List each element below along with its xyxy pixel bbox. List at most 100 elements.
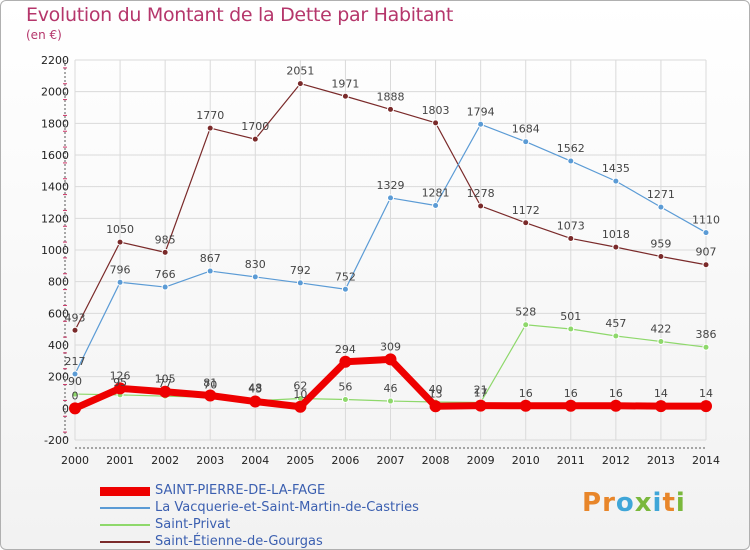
series-point (702, 343, 710, 351)
data-label: 14 (699, 387, 713, 400)
series-point (432, 202, 440, 210)
data-label: 501 (560, 310, 581, 323)
data-label: 1803 (422, 104, 450, 117)
legend-label: Saint-Privat (155, 517, 231, 532)
logo-letter: i (652, 488, 663, 518)
series-point (251, 273, 259, 281)
data-label: 105 (155, 373, 176, 386)
data-label: 309 (380, 340, 401, 353)
series-point (71, 390, 79, 398)
data-label: 17 (474, 387, 488, 400)
y-tick-label: 400 (48, 339, 69, 352)
legend-swatch (100, 507, 150, 509)
x-tick-label: 2012 (602, 454, 630, 467)
data-label: 13 (429, 387, 443, 400)
y-tick-label: 2000 (41, 86, 69, 99)
legend-label: Saint-Étienne-de-Gourgas (155, 534, 323, 549)
data-label: 1050 (106, 223, 134, 236)
series-point (657, 338, 665, 346)
data-label: 16 (519, 387, 533, 400)
series-point (564, 399, 577, 412)
logo-letter: t (662, 488, 676, 518)
series-point (69, 402, 81, 415)
data-label: 1018 (602, 228, 630, 241)
data-label: 43 (248, 383, 262, 396)
x-tick-label: 2001 (106, 454, 134, 467)
x-tick-label: 2010 (512, 454, 540, 467)
series-point (204, 389, 217, 402)
data-label: 1329 (377, 179, 405, 192)
data-label: 95 (113, 376, 127, 389)
series-point (114, 382, 127, 395)
series-point (657, 203, 665, 211)
series-point (161, 248, 169, 256)
data-label: 21 (474, 383, 488, 396)
series-point (387, 194, 394, 202)
data-label: 1073 (557, 219, 585, 232)
x-tick-label: 2008 (422, 454, 450, 467)
series-point (612, 243, 620, 251)
series-point (339, 355, 352, 368)
x-tick-label: 2009 (467, 454, 495, 467)
series-point (519, 399, 532, 412)
logo-letter: i (675, 488, 686, 518)
data-label: 959 (650, 237, 671, 250)
series-point (477, 202, 485, 210)
series-point (296, 279, 304, 287)
y-tick-label: 1200 (41, 212, 69, 225)
data-label: 422 (650, 323, 671, 336)
x-tick-label: 2002 (151, 454, 179, 467)
series-point (432, 119, 440, 127)
series-point (387, 397, 394, 405)
series-point (567, 325, 575, 333)
data-label: 217 (65, 355, 86, 368)
series-lines (69, 80, 712, 415)
data-label: 46 (384, 382, 398, 395)
data-label: 294 (335, 343, 356, 356)
data-label: 10 (293, 388, 307, 401)
legend-label: SAINT-PIERRE-DE-LA-FAGE (155, 483, 326, 498)
data-label: 766 (155, 268, 176, 281)
legend-label: La Vacquerie-et-Saint-Martin-de-Castries (155, 500, 419, 515)
data-label: 1271 (647, 188, 675, 201)
series-point (206, 267, 214, 275)
data-labels: 4931050985177017002051197118881803127811… (65, 65, 721, 403)
series-point (341, 285, 349, 293)
proxiti-logo: Proxiti (582, 488, 686, 518)
data-label: 16 (609, 387, 623, 400)
y-tick-label: -200 (44, 434, 69, 447)
series-point (116, 278, 124, 286)
series-point (702, 261, 710, 269)
series-point (71, 326, 79, 334)
data-label: 493 (65, 311, 86, 324)
data-label: 1278 (467, 187, 495, 200)
series-point (567, 234, 575, 242)
data-label: 1971 (331, 77, 359, 90)
data-label: 81 (203, 377, 217, 390)
y-tick-label: 800 (48, 276, 69, 289)
y-tick-label: 1000 (41, 244, 69, 257)
data-label: 867 (200, 252, 221, 265)
data-label: 1435 (602, 162, 630, 175)
data-label: 457 (605, 317, 626, 330)
y-tick-label: 1400 (41, 181, 69, 194)
data-label: 796 (110, 263, 131, 276)
series-point (206, 124, 214, 132)
data-label: 2051 (286, 65, 314, 78)
data-label: 985 (155, 233, 176, 246)
x-tick-label: 2014 (692, 454, 720, 467)
data-label: 0 (72, 389, 79, 402)
data-label: 752 (335, 270, 356, 283)
data-label: 528 (515, 306, 536, 319)
x-tick-label: 2000 (61, 454, 89, 467)
series-point (522, 321, 530, 329)
series-point (71, 370, 79, 378)
logo-letter: o (615, 488, 635, 518)
x-tick-label: 2005 (286, 454, 314, 467)
series-point (116, 238, 124, 246)
data-label: 1562 (557, 142, 585, 155)
series-point (341, 92, 349, 100)
chart-title: Evolution du Montant de la Dette par Hab… (26, 4, 454, 26)
